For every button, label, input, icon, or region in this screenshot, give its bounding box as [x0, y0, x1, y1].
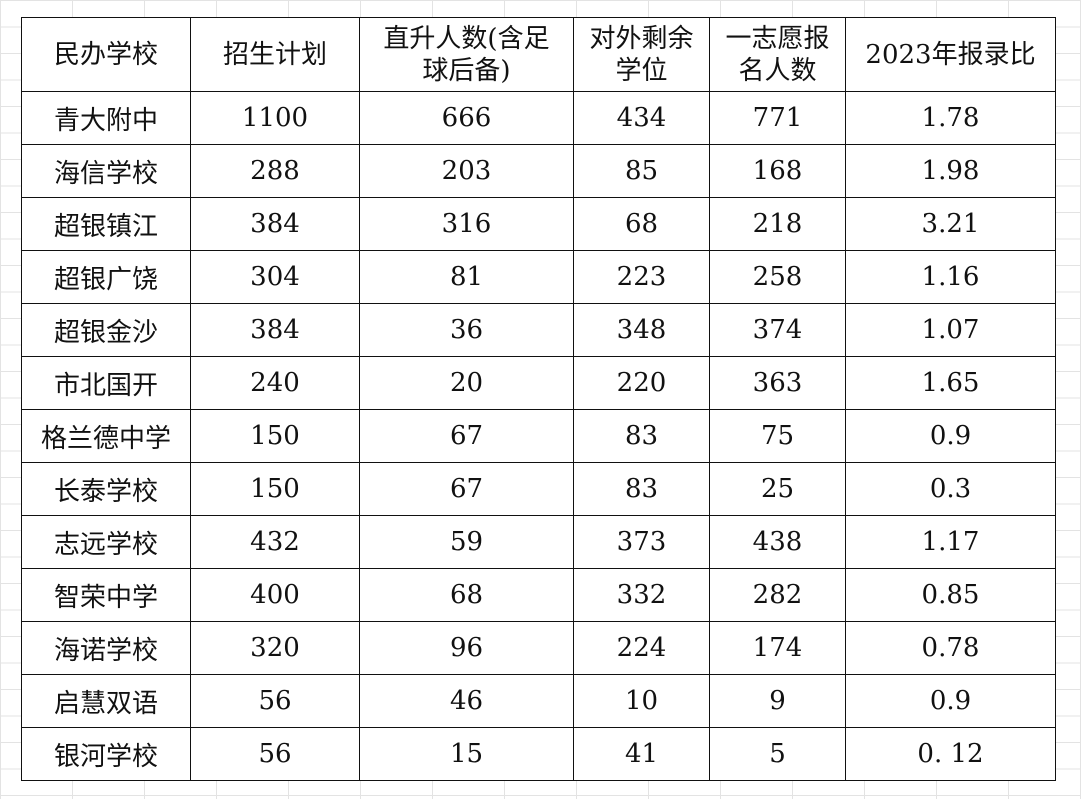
school-cell: 智荣中学 [21, 568, 191, 622]
plan-cell: 400 [190, 568, 360, 622]
remaining-cell: 41 [573, 727, 710, 781]
remaining-cell: 68 [573, 197, 710, 251]
school-cell: 青大附中 [21, 91, 191, 145]
applicants-cell: 771 [709, 91, 846, 145]
applicants-cell: 258 [709, 250, 846, 304]
school-cell: 长泰学校 [21, 462, 191, 516]
ratio-cell: 0.9 [845, 674, 1056, 728]
remaining-cell: 85 [573, 144, 710, 198]
direct-cell: 67 [359, 462, 574, 516]
school-cell: 银河学校 [21, 727, 191, 781]
applicants-cell: 282 [709, 568, 846, 622]
ratio-cell: 1.98 [845, 144, 1056, 198]
remaining-cell: 220 [573, 356, 710, 410]
header-direct: 直升人数(含足 球后备) [359, 17, 574, 92]
plan-cell: 150 [190, 409, 360, 463]
remaining-cell: 83 [573, 409, 710, 463]
header-school: 民办学校 [21, 17, 191, 92]
table-row: 长泰学校 150 67 83 25 0.3 [21, 462, 1056, 516]
ratio-cell: 1.17 [845, 515, 1056, 569]
remaining-cell: 332 [573, 568, 710, 622]
school-cell: 市北国开 [21, 356, 191, 410]
table-row: 市北国开 240 20 220 363 1.65 [21, 356, 1056, 410]
plan-cell: 320 [190, 621, 360, 675]
table-row: 海诺学校 320 96 224 174 0.78 [21, 621, 1056, 675]
applicants-cell: 9 [709, 674, 846, 728]
table-row: 海信学校 288 203 85 168 1.98 [21, 144, 1056, 198]
applicants-cell: 363 [709, 356, 846, 410]
ratio-cell: 0.85 [845, 568, 1056, 622]
ratio-cell: 1.07 [845, 303, 1056, 357]
plan-cell: 150 [190, 462, 360, 516]
ratio-cell: 1.78 [845, 91, 1056, 145]
school-cell: 志远学校 [21, 515, 191, 569]
table-row: 超银镇江 384 316 68 218 3.21 [21, 197, 1056, 251]
direct-cell: 15 [359, 727, 574, 781]
applicants-cell: 374 [709, 303, 846, 357]
school-cell: 超银镇江 [21, 197, 191, 251]
table-row: 启慧双语 56 46 10 9 0.9 [21, 674, 1056, 728]
direct-cell: 59 [359, 515, 574, 569]
school-cell: 超银金沙 [21, 303, 191, 357]
ratio-cell: 0. 12 [845, 727, 1056, 781]
ratio-cell: 3.21 [845, 197, 1056, 251]
header-remaining: 对外剩余 学位 [573, 17, 710, 92]
applicants-cell: 168 [709, 144, 846, 198]
school-cell: 格兰德中学 [21, 409, 191, 463]
ratio-cell: 0.3 [845, 462, 1056, 516]
remaining-cell: 83 [573, 462, 710, 516]
school-cell: 超银广饶 [21, 250, 191, 304]
plan-cell: 56 [190, 727, 360, 781]
table-row: 银河学校 56 15 41 5 0. 12 [21, 727, 1056, 781]
plan-cell: 384 [190, 303, 360, 357]
header-ratio: 2023年报录比 [845, 17, 1056, 92]
ratio-cell: 0.78 [845, 621, 1056, 675]
direct-cell: 316 [359, 197, 574, 251]
ratio-cell: 1.65 [845, 356, 1056, 410]
direct-cell: 203 [359, 144, 574, 198]
applicants-cell: 438 [709, 515, 846, 569]
ratio-cell: 0.9 [845, 409, 1056, 463]
school-cell: 海信学校 [21, 144, 191, 198]
school-cell: 启慧双语 [21, 674, 191, 728]
table-row: 志远学校 432 59 373 438 1.17 [21, 515, 1056, 569]
applicants-cell: 174 [709, 621, 846, 675]
remaining-cell: 434 [573, 91, 710, 145]
header-row: 民办学校 招生计划 直升人数(含足 球后备) 对外剩余 学位 一志愿报 名人数 202… [21, 17, 1056, 92]
direct-cell: 46 [359, 674, 574, 728]
table-row: 格兰德中学 150 67 83 75 0.9 [21, 409, 1056, 463]
direct-cell: 67 [359, 409, 574, 463]
table-row: 超银广饶 304 81 223 258 1.16 [21, 250, 1056, 304]
plan-cell: 1100 [190, 91, 360, 145]
plan-cell: 384 [190, 197, 360, 251]
applicants-cell: 218 [709, 197, 846, 251]
remaining-cell: 373 [573, 515, 710, 569]
table-row: 智荣中学 400 68 332 282 0.85 [21, 568, 1056, 622]
header-applicants: 一志愿报 名人数 [709, 17, 846, 92]
admission-table: 民办学校 招生计划 直升人数(含足 球后备) 对外剩余 学位 一志愿报 名人数 202… [21, 17, 1056, 781]
remaining-cell: 348 [573, 303, 710, 357]
plan-cell: 432 [190, 515, 360, 569]
applicants-cell: 25 [709, 462, 846, 516]
table-row: 超银金沙 384 36 348 374 1.07 [21, 303, 1056, 357]
header-plan: 招生计划 [190, 17, 360, 92]
direct-cell: 20 [359, 356, 574, 410]
plan-cell: 304 [190, 250, 360, 304]
plan-cell: 240 [190, 356, 360, 410]
table-row: 青大附中 1100 666 434 771 1.78 [21, 91, 1056, 145]
ratio-cell: 1.16 [845, 250, 1056, 304]
plan-cell: 56 [190, 674, 360, 728]
direct-cell: 68 [359, 568, 574, 622]
direct-cell: 96 [359, 621, 574, 675]
remaining-cell: 10 [573, 674, 710, 728]
applicants-cell: 5 [709, 727, 846, 781]
school-cell: 海诺学校 [21, 621, 191, 675]
applicants-cell: 75 [709, 409, 846, 463]
direct-cell: 81 [359, 250, 574, 304]
plan-cell: 288 [190, 144, 360, 198]
remaining-cell: 224 [573, 621, 710, 675]
direct-cell: 36 [359, 303, 574, 357]
remaining-cell: 223 [573, 250, 710, 304]
direct-cell: 666 [359, 91, 574, 145]
